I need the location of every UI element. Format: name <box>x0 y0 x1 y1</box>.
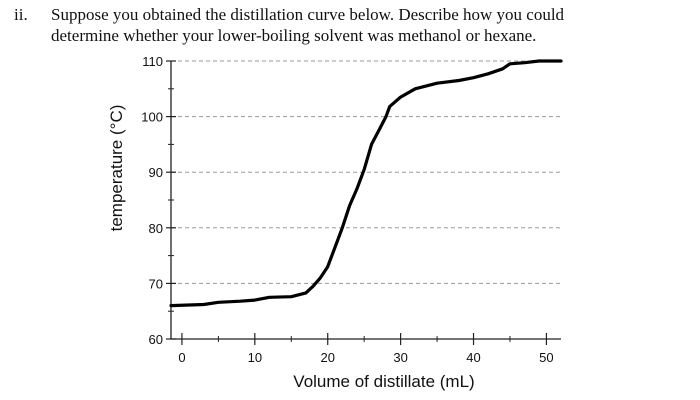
question-line-1: Suppose you obtained the distillation cu… <box>51 5 565 24</box>
ticks: 60 70 80 90 100 110 0 10 20 30 40 50 <box>141 54 553 365</box>
y-tick-label-90: 90 <box>149 165 163 180</box>
x-tick-label-50: 50 <box>539 350 553 365</box>
y-tick-label-100: 100 <box>141 110 163 125</box>
y-tick-label-110: 110 <box>142 54 163 69</box>
y-tick-label-70: 70 <box>149 276 163 291</box>
question-line-2: determine whether your lower-boiling sol… <box>51 26 537 45</box>
question-number: ii. <box>14 5 28 24</box>
series-line-0 <box>169 59 563 308</box>
x-tick-label-20: 20 <box>320 350 334 365</box>
question-text: Suppose you obtained the distillation cu… <box>51 4 691 46</box>
axes <box>170 61 561 340</box>
grid-lines <box>171 60 561 284</box>
y-tick-label-60: 60 <box>149 332 163 347</box>
x-tick-label-0: 0 <box>178 350 185 365</box>
x-axis-label: Volume of distillate (mL) <box>293 372 474 391</box>
y-tick-label-80: 80 <box>149 221 163 236</box>
x-tick-label-30: 30 <box>393 350 407 365</box>
x-tick-label-10: 10 <box>248 350 262 365</box>
series <box>169 59 563 308</box>
x-tick-label-40: 40 <box>466 350 480 365</box>
y-axis-label: temperature (°C) <box>107 105 126 232</box>
